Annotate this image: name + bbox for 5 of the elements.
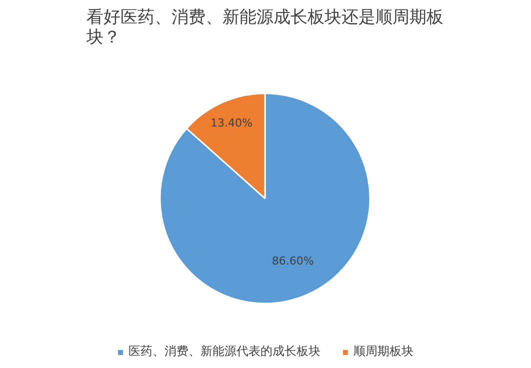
legend-label: 顺周期板块 [354,343,414,360]
data-label: 13.40% [210,116,253,130]
data-label: 86.60% [272,254,314,268]
chart-title: 看好医药、消费、新能源成长板块还是顺周期板块？ [86,8,444,48]
legend-label: 医药、消费、新能源代表的成长板块 [128,343,320,360]
